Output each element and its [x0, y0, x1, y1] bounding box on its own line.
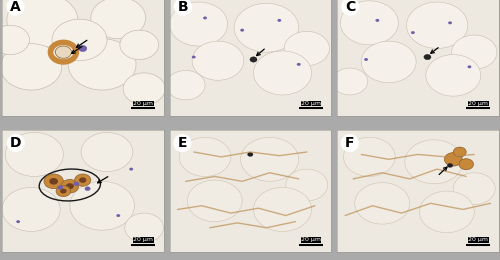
Circle shape [52, 19, 107, 61]
Circle shape [120, 30, 158, 60]
Circle shape [91, 0, 146, 39]
Circle shape [406, 2, 468, 48]
Circle shape [234, 3, 298, 52]
Text: F: F [345, 136, 354, 150]
Circle shape [179, 137, 231, 177]
Circle shape [74, 181, 79, 186]
Circle shape [284, 31, 330, 66]
Text: 20 µm: 20 µm [468, 237, 488, 242]
Circle shape [56, 186, 70, 197]
Circle shape [170, 2, 228, 46]
Circle shape [5, 132, 64, 177]
Circle shape [56, 46, 72, 58]
Circle shape [278, 19, 281, 22]
Text: 20 µm: 20 µm [468, 101, 488, 106]
Circle shape [79, 177, 86, 183]
Text: 20 µm: 20 µm [301, 101, 321, 106]
Text: 20 µm: 20 µm [134, 101, 154, 106]
Circle shape [364, 58, 368, 61]
Circle shape [192, 56, 196, 58]
Circle shape [124, 213, 164, 242]
Circle shape [254, 51, 312, 95]
Circle shape [81, 132, 133, 172]
Circle shape [0, 25, 30, 55]
Circle shape [60, 188, 66, 194]
Circle shape [332, 68, 368, 95]
Circle shape [70, 181, 134, 230]
Circle shape [66, 183, 74, 189]
Circle shape [7, 0, 78, 47]
Circle shape [448, 21, 452, 24]
Circle shape [447, 163, 453, 168]
Circle shape [411, 31, 415, 34]
Text: 20 µm: 20 µm [134, 237, 154, 242]
Circle shape [420, 191, 474, 233]
Circle shape [74, 174, 91, 186]
Circle shape [254, 187, 312, 231]
Circle shape [297, 63, 300, 66]
Circle shape [248, 152, 253, 157]
Circle shape [468, 65, 471, 68]
Circle shape [405, 140, 463, 184]
Circle shape [452, 35, 497, 69]
Circle shape [0, 44, 62, 90]
Text: B: B [178, 0, 188, 14]
Circle shape [61, 179, 78, 193]
Circle shape [286, 169, 328, 201]
Circle shape [444, 153, 462, 166]
Text: E: E [178, 136, 187, 150]
Circle shape [376, 19, 380, 22]
Circle shape [459, 159, 473, 170]
Circle shape [203, 16, 207, 20]
Circle shape [84, 186, 90, 191]
Text: A: A [10, 0, 21, 14]
Circle shape [44, 174, 64, 189]
Circle shape [344, 137, 395, 177]
Circle shape [240, 137, 298, 181]
Circle shape [340, 1, 398, 45]
Circle shape [16, 220, 20, 223]
Circle shape [57, 185, 63, 190]
Text: D: D [10, 136, 22, 150]
Circle shape [250, 57, 257, 62]
Circle shape [50, 178, 58, 185]
Text: 20 µm: 20 µm [301, 237, 321, 242]
Circle shape [426, 55, 480, 96]
Circle shape [361, 41, 416, 83]
Circle shape [240, 29, 244, 32]
Circle shape [2, 187, 60, 231]
Text: C: C [345, 0, 356, 14]
Circle shape [424, 54, 431, 60]
Circle shape [78, 46, 87, 51]
Circle shape [116, 214, 120, 217]
Circle shape [123, 73, 165, 105]
Circle shape [68, 39, 136, 90]
Circle shape [188, 180, 242, 222]
Circle shape [192, 41, 244, 80]
Circle shape [454, 173, 496, 205]
Circle shape [454, 147, 466, 157]
Circle shape [166, 70, 205, 100]
Circle shape [130, 168, 133, 171]
Circle shape [355, 183, 410, 224]
